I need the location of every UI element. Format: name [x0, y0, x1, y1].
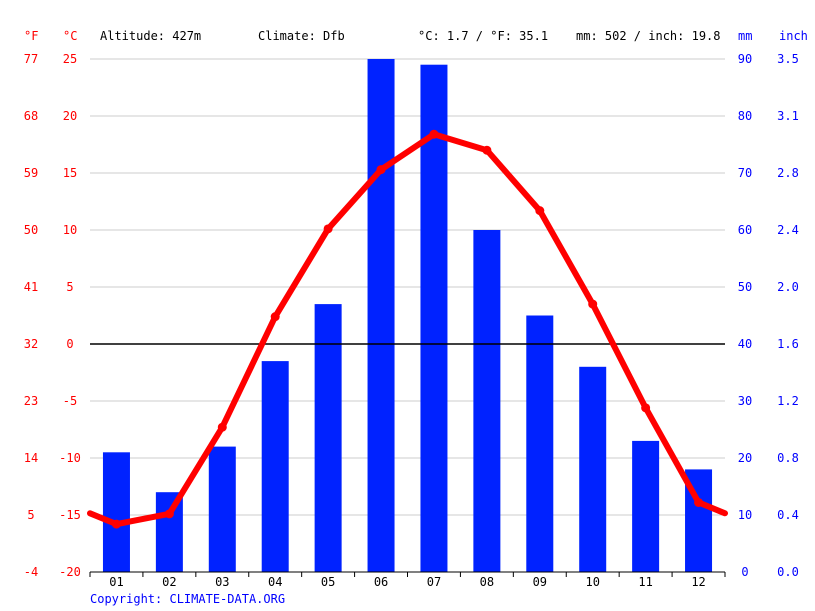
temperature-point	[482, 145, 492, 155]
fahrenheit-tick-label: 5	[27, 508, 34, 522]
inch-tick-label: 2.0	[777, 280, 799, 294]
precipitation-bar	[473, 230, 501, 572]
precipitation-bar	[261, 361, 289, 572]
celsius-tick-label: 15	[63, 166, 77, 180]
fahrenheit-tick-label: 41	[24, 280, 38, 294]
precipitation-bar	[102, 452, 130, 572]
month-tick-label: 06	[374, 575, 388, 589]
month-tick-label: 07	[427, 575, 441, 589]
temperature-line-path	[87, 131, 728, 528]
celsius-tick-label: -10	[59, 451, 81, 465]
grid-lines	[90, 58, 725, 573]
fahrenheit-tick-label: 32	[24, 337, 38, 351]
inch-tick-label: 1.2	[777, 394, 799, 408]
fahrenheit-tick-label: 59	[24, 166, 38, 180]
month-tick-label: 12	[691, 575, 705, 589]
precipitation-bar	[155, 492, 183, 572]
temperature-point	[217, 422, 227, 432]
precipitation-bar	[367, 59, 395, 572]
precipitation-bar	[420, 64, 448, 572]
celsius-tick-label: -20	[59, 565, 81, 579]
celsius-tick-label: 0	[66, 337, 73, 351]
mm-tick-label: 70	[738, 166, 752, 180]
precipitation-bar	[579, 366, 607, 572]
temperature-point	[641, 403, 651, 413]
altitude-label: Altitude: 427m	[100, 29, 201, 43]
month-tick-label: 02	[162, 575, 176, 589]
precipitation-total-label: mm: 502 / inch: 19.8	[576, 29, 721, 43]
mm-tick-label: 50	[738, 280, 752, 294]
temperature-point	[270, 312, 280, 322]
precipitation-bar	[632, 440, 660, 572]
celsius-tick-label: -15	[59, 508, 81, 522]
mm-tick-label: 40	[738, 337, 752, 351]
mm-tick-label: 80	[738, 109, 752, 123]
copyright-label: Copyright: CLIMATE-DATA.ORG	[90, 592, 285, 606]
celsius-tick-label: 5	[66, 280, 73, 294]
temperature-point	[164, 509, 174, 519]
temperature-point	[323, 224, 333, 234]
inch-tick-label: 2.4	[777, 223, 799, 237]
temperature-point	[588, 299, 598, 309]
celsius-tick-label: 20	[63, 109, 77, 123]
celsius-tick-label: 25	[63, 52, 77, 66]
temperature-point	[376, 165, 386, 175]
celsius-tick-label: -5	[63, 394, 77, 408]
climate-label: Climate: Dfb	[258, 29, 345, 43]
month-tick-label: 01	[109, 575, 123, 589]
temperature-point	[535, 206, 545, 216]
fahrenheit-tick-label: 68	[24, 109, 38, 123]
inch-tick-label: 0.8	[777, 451, 799, 465]
temperature-line	[87, 129, 728, 529]
mm-tick-label: 30	[738, 394, 752, 408]
fahrenheit-tick-label: 23	[24, 394, 38, 408]
month-tick-label: 11	[638, 575, 652, 589]
fahrenheit-unit-label: °F	[24, 29, 38, 43]
inch-tick-label: 1.6	[777, 337, 799, 351]
mm-unit-label: mm	[738, 29, 752, 43]
mm-tick-label: 90	[738, 52, 752, 66]
precipitation-bars	[102, 59, 713, 572]
month-tick-label: 03	[215, 575, 229, 589]
mm-tick-label: 20	[738, 451, 752, 465]
month-tick-label: 10	[585, 575, 599, 589]
fahrenheit-tick-label: -4	[24, 565, 38, 579]
inch-tick-label: 3.1	[777, 109, 799, 123]
mm-tick-label: 10	[738, 508, 752, 522]
celsius-unit-label: °C	[63, 29, 77, 43]
inch-tick-label: 0.4	[777, 508, 799, 522]
month-tick-label: 04	[268, 575, 282, 589]
fahrenheit-tick-label: 14	[24, 451, 38, 465]
precipitation-bar	[526, 315, 554, 572]
temperature-average-label: °C: 1.7 / °F: 35.1	[418, 29, 548, 43]
month-tick-label: 08	[480, 575, 494, 589]
inch-tick-label: 2.8	[777, 166, 799, 180]
mm-tick-label: 0	[741, 565, 748, 579]
fahrenheit-tick-label: 77	[24, 52, 38, 66]
fahrenheit-tick-label: 50	[24, 223, 38, 237]
precipitation-bar	[208, 446, 236, 572]
month-tick-label: 05	[321, 575, 335, 589]
inch-unit-label: inch	[779, 29, 808, 43]
mm-tick-label: 60	[738, 223, 752, 237]
celsius-tick-label: 10	[63, 223, 77, 237]
temperature-point	[111, 519, 121, 529]
month-tick-label: 09	[533, 575, 547, 589]
inch-tick-label: 0.0	[777, 565, 799, 579]
axis-labels: -4 -20 0 0.0 5 -15 10 0.4 14 -10 20 0.8 23 -5 30 1.2 32 0…	[24, 52, 799, 589]
temperature-point	[429, 129, 439, 139]
temperature-point	[694, 497, 704, 507]
precipitation-bar	[314, 304, 342, 572]
inch-tick-label: 3.5	[777, 52, 799, 66]
